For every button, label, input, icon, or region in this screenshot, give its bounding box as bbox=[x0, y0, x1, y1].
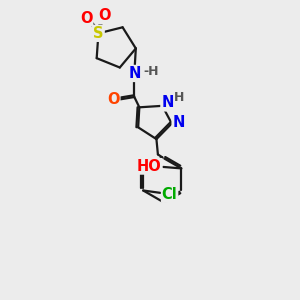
Text: N: N bbox=[172, 115, 185, 130]
Text: HO: HO bbox=[137, 159, 162, 174]
Text: N: N bbox=[128, 66, 140, 81]
Text: O: O bbox=[80, 11, 92, 26]
Text: N: N bbox=[161, 95, 174, 110]
Text: -H: -H bbox=[144, 65, 159, 79]
Text: Cl: Cl bbox=[162, 187, 178, 202]
Text: S: S bbox=[93, 26, 104, 41]
Text: H: H bbox=[174, 91, 184, 104]
Text: O: O bbox=[107, 92, 119, 107]
Text: O: O bbox=[98, 8, 111, 23]
